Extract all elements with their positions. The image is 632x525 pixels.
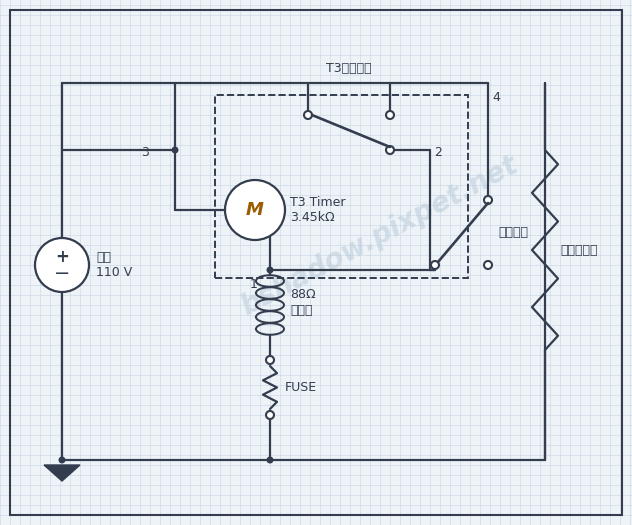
Text: 3: 3 bbox=[141, 145, 149, 159]
Circle shape bbox=[484, 196, 492, 204]
Bar bbox=[215, 95, 468, 278]
Polygon shape bbox=[44, 465, 80, 481]
Text: 溫度開關: 溫度開關 bbox=[498, 226, 528, 238]
Circle shape bbox=[59, 457, 66, 464]
Text: 4: 4 bbox=[492, 91, 500, 104]
Text: bshadow.pixpet.net: bshadow.pixpet.net bbox=[236, 151, 523, 321]
Text: FUSE: FUSE bbox=[285, 381, 317, 394]
Text: 壓縮機負載: 壓縮機負載 bbox=[560, 244, 597, 257]
Text: 1: 1 bbox=[250, 278, 258, 291]
Circle shape bbox=[171, 146, 178, 153]
Text: +: + bbox=[55, 248, 69, 266]
Text: M: M bbox=[246, 201, 264, 219]
Circle shape bbox=[267, 267, 274, 274]
Text: T3 Timer
3.45kΩ: T3 Timer 3.45kΩ bbox=[290, 196, 346, 224]
Circle shape bbox=[484, 261, 492, 269]
Text: 88Ω
電熱絲: 88Ω 電熱絲 bbox=[290, 289, 315, 317]
Circle shape bbox=[266, 356, 274, 364]
Circle shape bbox=[386, 146, 394, 154]
Circle shape bbox=[304, 111, 312, 119]
Circle shape bbox=[431, 261, 439, 269]
Circle shape bbox=[267, 457, 274, 464]
Text: 電源
110 V: 電源 110 V bbox=[96, 251, 132, 279]
Text: T3切換開關: T3切換開關 bbox=[326, 62, 372, 75]
Circle shape bbox=[386, 111, 394, 119]
Text: −: − bbox=[54, 265, 70, 284]
Circle shape bbox=[266, 411, 274, 419]
Text: 2: 2 bbox=[434, 146, 442, 159]
Circle shape bbox=[35, 238, 89, 292]
Circle shape bbox=[225, 180, 285, 240]
